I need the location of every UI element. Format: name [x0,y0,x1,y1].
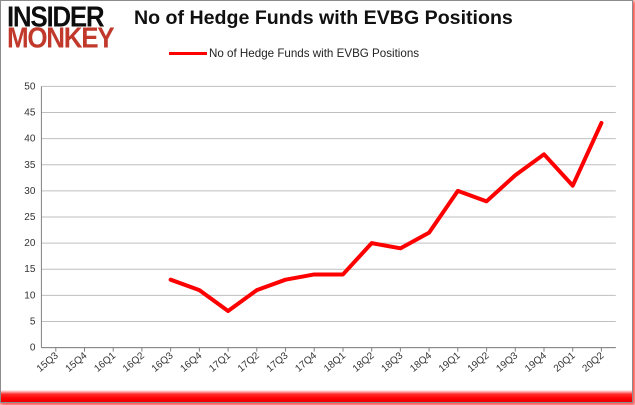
svg-text:17Q2: 17Q2 [236,350,262,374]
svg-text:25: 25 [24,212,36,223]
svg-text:10: 10 [24,290,36,301]
svg-text:35: 35 [24,160,36,171]
svg-text:18Q4: 18Q4 [408,350,434,374]
svg-text:16Q3: 16Q3 [150,350,176,374]
svg-text:16Q2: 16Q2 [121,350,147,374]
svg-text:20Q1: 20Q1 [552,350,578,374]
svg-text:19Q3: 19Q3 [494,350,520,374]
svg-text:19Q4: 19Q4 [523,350,549,374]
svg-text:19Q1: 19Q1 [437,350,463,374]
svg-text:19Q2: 19Q2 [466,350,492,374]
svg-text:40: 40 [24,134,36,145]
svg-text:20: 20 [24,238,36,249]
svg-text:16Q4: 16Q4 [179,350,205,374]
svg-text:18Q2: 18Q2 [351,350,377,374]
svg-text:18Q1: 18Q1 [322,350,348,374]
svg-text:15Q4: 15Q4 [64,350,90,374]
svg-text:20Q2: 20Q2 [581,350,607,374]
svg-text:45: 45 [24,108,36,119]
svg-text:30: 30 [24,186,36,197]
svg-text:18Q3: 18Q3 [380,350,406,374]
svg-text:17Q1: 17Q1 [207,350,233,374]
svg-text:0: 0 [30,343,36,354]
svg-text:5: 5 [30,316,36,327]
svg-text:50: 50 [24,81,36,92]
svg-text:15Q3: 15Q3 [35,350,61,374]
svg-text:17Q4: 17Q4 [293,350,319,374]
svg-text:15: 15 [24,264,36,275]
svg-text:17Q3: 17Q3 [265,350,291,374]
svg-text:16Q1: 16Q1 [92,350,118,374]
